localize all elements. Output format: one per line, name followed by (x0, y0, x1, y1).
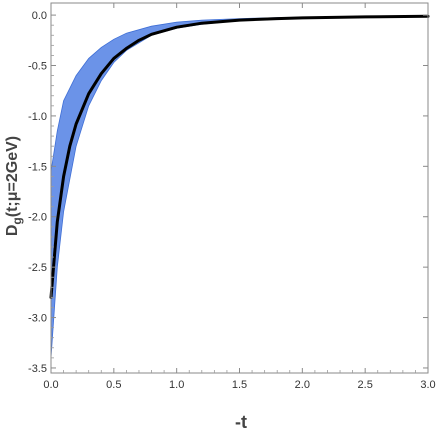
y-axis-title: Dg(t;μ=2GeV) (4, 136, 24, 236)
x-axis-ticks: 0.0 0.5 1.0 1.5 2.0 2.5 3.0 (43, 3, 436, 391)
x-tick-label: 2.5 (358, 379, 373, 391)
y-tick-label: -3.0 (28, 313, 47, 325)
x-tick-label: 0.0 (43, 379, 58, 391)
x-axis-title: -t (235, 412, 247, 432)
y-tick-label: -3.5 (28, 363, 47, 375)
y-tick-label: -1.0 (28, 111, 47, 123)
central-curve (49, 14, 430, 299)
x-tick-label: 1.0 (169, 379, 184, 391)
uncertainty-band (50, 16, 303, 358)
y-tick-label: -2.0 (28, 212, 47, 224)
x-tick-label: 0.5 (106, 379, 121, 391)
y-axis-ticks: 0.0 -0.5 -1.0 -1.5 -2.0 -2.5 -3.0 -3.5 (28, 10, 428, 375)
plot-area (49, 14, 430, 358)
x-tick-label: 2.0 (295, 379, 310, 391)
x-tick-label: 1.5 (232, 379, 247, 391)
y-tick-label: -2.5 (28, 262, 47, 274)
y-tick-label: -0.5 (28, 61, 47, 73)
y-tick-label: -1.5 (28, 161, 47, 173)
y-tick-label: 0.0 (32, 10, 47, 22)
x-tick-label: 3.0 (420, 379, 435, 391)
